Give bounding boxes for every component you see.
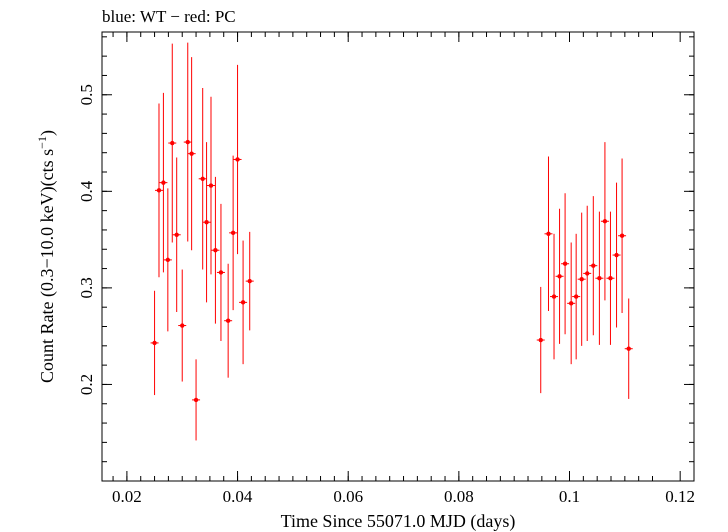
point-marker <box>204 220 209 225</box>
data-point <box>154 103 163 278</box>
data-point <box>589 196 598 336</box>
data-point <box>600 142 609 301</box>
x-axis-ticks <box>112 32 681 481</box>
data-point <box>150 290 159 396</box>
point-marker <box>551 294 557 299</box>
point-marker <box>185 139 190 145</box>
data-point <box>192 359 201 441</box>
data-point <box>536 286 545 394</box>
point-marker <box>614 252 619 258</box>
data-point <box>595 211 604 345</box>
data-point <box>187 57 196 251</box>
data-point <box>577 212 586 346</box>
point-marker <box>218 270 224 275</box>
point-marker <box>608 276 613 281</box>
point-marker <box>562 261 568 266</box>
point-marker <box>165 257 171 263</box>
data-point <box>216 203 225 341</box>
point-marker <box>240 300 246 305</box>
y-axis-label-main: Count Rate (0.3−10.0 keV)(cts s <box>37 149 58 383</box>
point-marker <box>538 337 543 343</box>
data-point <box>245 231 254 331</box>
data-point <box>233 64 242 255</box>
y-axis-label-superscript: −1 <box>35 136 49 149</box>
data-point <box>198 88 207 270</box>
data-point <box>624 298 633 399</box>
point-marker <box>189 151 194 156</box>
point-marker <box>557 274 562 279</box>
x-tick-label: 0.04 <box>223 487 253 506</box>
point-marker <box>193 397 199 403</box>
point-marker <box>161 180 166 185</box>
point-marker <box>200 176 205 181</box>
point-marker <box>235 157 240 162</box>
data-point <box>159 92 168 273</box>
point-marker <box>597 276 602 281</box>
point-marker <box>619 233 625 238</box>
data-point <box>206 96 215 275</box>
plot-frame <box>101 31 695 482</box>
data-point <box>550 233 559 360</box>
x-tick-label: 0.06 <box>333 487 363 506</box>
x-tick-label: 0.02 <box>112 487 142 506</box>
y-axis-tick-labels: 0.2 0.3 0.4 0.5 <box>77 84 96 395</box>
data-point <box>555 208 564 344</box>
x-tick-label: 0.1 <box>559 487 580 506</box>
chart-title: blue: WT − red: PC <box>102 7 236 26</box>
data-point <box>229 155 238 311</box>
data-point <box>239 240 248 365</box>
data-point <box>606 211 615 345</box>
point-marker <box>585 271 590 276</box>
data-point <box>168 43 177 243</box>
point-marker <box>156 188 162 193</box>
data-point <box>544 156 553 312</box>
y-tick-label: 0.4 <box>77 180 96 202</box>
point-marker <box>208 183 214 188</box>
data-point <box>618 158 627 313</box>
y-tick-label: 0.3 <box>77 277 96 298</box>
point-marker <box>573 294 579 299</box>
y-tick-label: 0.5 <box>77 84 96 105</box>
point-marker <box>602 219 608 224</box>
point-marker <box>152 340 157 346</box>
point-marker <box>546 231 551 237</box>
data-point <box>183 42 192 242</box>
x-axis-label: Time Since 55071.0 MJD (days) <box>281 511 516 532</box>
data-point <box>561 193 570 335</box>
point-marker <box>225 318 231 323</box>
data-points <box>150 42 633 441</box>
point-marker <box>213 248 218 253</box>
x-axis-tick-labels: 0.02 0.04 0.06 0.08 0.1 0.12 <box>112 487 695 506</box>
point-marker <box>626 346 631 351</box>
point-marker <box>591 263 596 268</box>
data-point <box>211 176 220 324</box>
data-point <box>163 188 172 332</box>
x-tick-label: 0.08 <box>444 487 474 506</box>
point-marker <box>230 230 236 236</box>
point-marker <box>174 232 179 237</box>
point-marker <box>170 140 175 146</box>
data-point <box>202 142 211 303</box>
point-marker <box>180 323 185 328</box>
point-marker <box>579 276 584 282</box>
x-tick-label: 0.12 <box>665 487 695 506</box>
data-point <box>572 233 581 360</box>
data-point <box>567 242 576 365</box>
data-point <box>583 205 592 341</box>
y-axis-label: Count Rate (0.3−10.0 keV)(cts s−1) <box>35 130 58 383</box>
y-axis-label-end: ) <box>37 130 58 136</box>
y-tick-label: 0.2 <box>77 374 96 395</box>
y-axis-ticks <box>102 36 694 482</box>
point-marker <box>247 278 252 284</box>
data-point <box>178 269 187 382</box>
data-point <box>224 263 233 378</box>
point-marker <box>568 301 574 306</box>
data-point <box>172 157 181 313</box>
data-point <box>612 182 621 328</box>
